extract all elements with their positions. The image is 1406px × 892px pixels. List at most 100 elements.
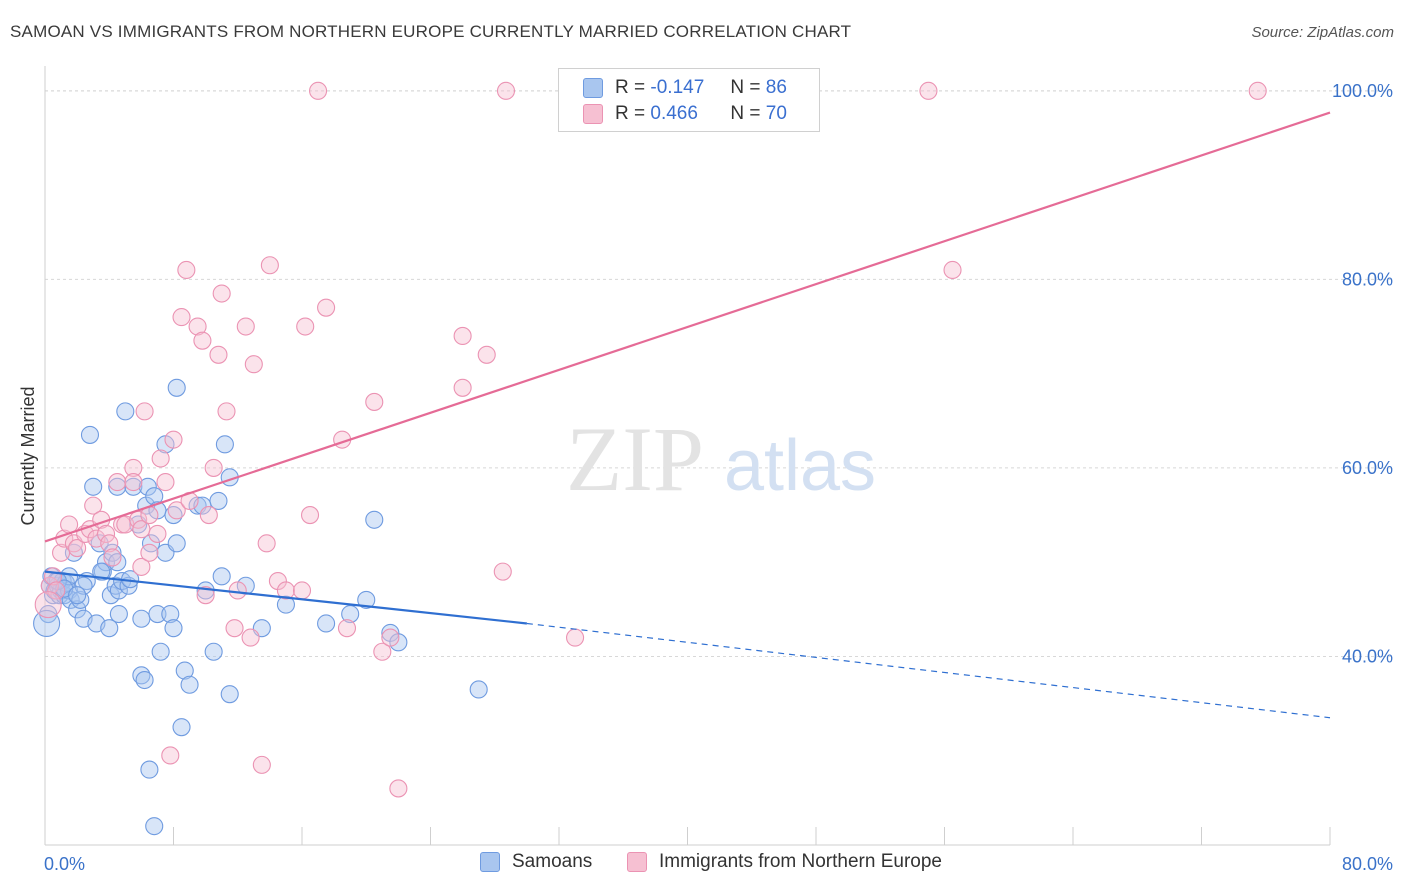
data-point bbox=[373, 642, 392, 661]
data-point bbox=[164, 619, 183, 638]
data-point bbox=[228, 581, 247, 600]
data-point bbox=[167, 501, 186, 520]
legend-row-northern-europe: R = 0.466 N = 70 bbox=[583, 102, 787, 126]
data-point bbox=[161, 746, 180, 765]
legend-row-samoans: R = -0.147 N = 86 bbox=[583, 76, 787, 100]
data-point bbox=[74, 576, 93, 595]
x-tick-label: 0.0% bbox=[44, 854, 85, 874]
data-point bbox=[276, 581, 295, 600]
data-point bbox=[124, 458, 143, 477]
data-point bbox=[135, 670, 154, 690]
data-point bbox=[1248, 81, 1267, 100]
data-point bbox=[109, 581, 128, 600]
legend-item-samoans[interactable]: Samoans bbox=[480, 851, 592, 873]
data-point bbox=[68, 600, 87, 619]
data-point bbox=[276, 595, 295, 614]
data-point bbox=[135, 402, 154, 421]
data-point bbox=[164, 430, 183, 449]
data-point bbox=[469, 680, 488, 699]
y-tick-label: 40.0% bbox=[1342, 646, 1393, 666]
data-point bbox=[236, 317, 255, 336]
data-point bbox=[943, 260, 962, 280]
data-point bbox=[365, 392, 384, 411]
northern-europe-legend-label: Immigrants from Northern Europe bbox=[659, 851, 942, 872]
data-point bbox=[84, 496, 103, 515]
data-point bbox=[100, 534, 119, 553]
stats-legend: R = -0.147 N = 86 R = 0.466 N = 70 bbox=[558, 68, 820, 132]
data-point bbox=[68, 586, 87, 605]
data-point bbox=[108, 473, 127, 492]
data-point bbox=[109, 604, 128, 624]
data-point bbox=[156, 473, 175, 492]
data-point bbox=[140, 543, 159, 562]
data-point bbox=[148, 524, 167, 543]
source-label: Source: ZipAtlas.com bbox=[1251, 24, 1394, 41]
data-point bbox=[919, 81, 938, 100]
data-point bbox=[103, 543, 122, 562]
data-point bbox=[138, 477, 157, 496]
y-axis-label: Currently Married bbox=[18, 386, 38, 525]
data-point bbox=[116, 402, 135, 421]
samoans-legend-label: Samoans bbox=[512, 851, 593, 872]
data-point bbox=[103, 548, 122, 567]
data-point bbox=[68, 539, 87, 558]
data-point bbox=[172, 718, 191, 737]
trend-line-extension bbox=[526, 622, 1331, 719]
data-point bbox=[140, 760, 159, 779]
data-point bbox=[196, 586, 215, 605]
data-point bbox=[215, 435, 234, 454]
data-point bbox=[193, 331, 212, 350]
data-point bbox=[252, 755, 271, 774]
legend-item-northern-europe[interactable]: Immigrants from Northern Europe bbox=[627, 851, 942, 873]
northern-europe-n-value: 70 bbox=[765, 103, 787, 124]
trend-line bbox=[44, 570, 527, 625]
data-point bbox=[566, 628, 585, 647]
data-point bbox=[300, 506, 320, 525]
data-point bbox=[220, 685, 239, 704]
data-point bbox=[365, 510, 384, 529]
data-point bbox=[209, 345, 228, 364]
data-point bbox=[212, 284, 231, 303]
data-point bbox=[80, 425, 100, 444]
data-point bbox=[292, 581, 312, 600]
northern-europe-legend-swatch bbox=[627, 852, 647, 872]
northern-europe-swatch bbox=[583, 104, 603, 124]
y-tick-label: 80.0% bbox=[1342, 269, 1393, 289]
data-point bbox=[167, 534, 186, 553]
data-point bbox=[225, 619, 244, 638]
data-point bbox=[309, 81, 328, 100]
data-point bbox=[204, 458, 223, 477]
data-point bbox=[151, 642, 170, 661]
data-point bbox=[241, 628, 260, 647]
data-point bbox=[180, 675, 199, 694]
data-point bbox=[493, 562, 512, 581]
data-point bbox=[317, 298, 336, 317]
samoans-swatch bbox=[583, 78, 603, 98]
data-point bbox=[161, 604, 180, 624]
data-point bbox=[477, 345, 496, 364]
data-point bbox=[141, 534, 161, 553]
trend-lines bbox=[44, 111, 1331, 719]
data-point bbox=[47, 581, 66, 600]
watermark-atlas: atlas bbox=[724, 426, 876, 506]
data-point bbox=[212, 567, 231, 586]
data-point bbox=[132, 609, 151, 628]
data-point bbox=[145, 817, 164, 836]
data-point bbox=[260, 256, 279, 275]
data-point bbox=[132, 557, 151, 576]
data-point bbox=[148, 604, 167, 624]
data-point bbox=[337, 619, 357, 638]
y-tick-label: 60.0% bbox=[1342, 458, 1393, 478]
data-point bbox=[96, 524, 116, 543]
data-point bbox=[357, 590, 376, 609]
data-point bbox=[92, 562, 111, 581]
y-tick-label: 100.0% bbox=[1332, 81, 1393, 101]
data-point bbox=[175, 661, 194, 680]
northern-europe-r-value: 0.466 bbox=[650, 103, 698, 124]
data-point bbox=[84, 477, 103, 496]
data-point bbox=[217, 402, 236, 421]
data-point bbox=[381, 628, 400, 647]
grid bbox=[45, 90, 1395, 657]
data-point bbox=[100, 619, 119, 638]
